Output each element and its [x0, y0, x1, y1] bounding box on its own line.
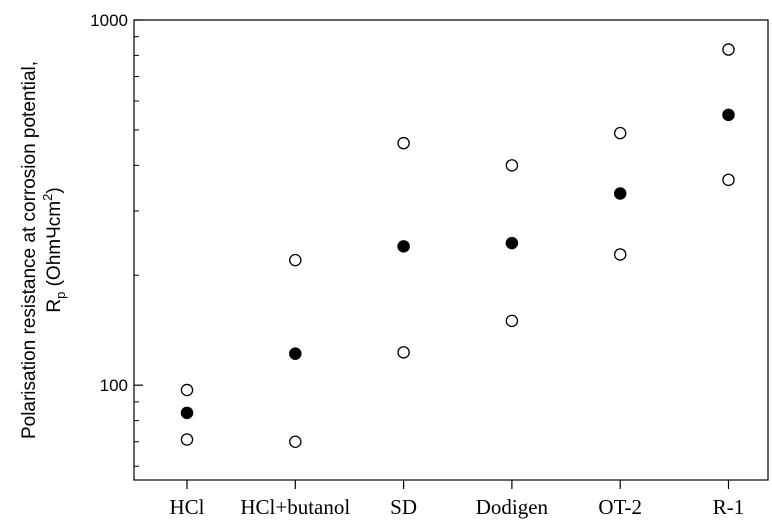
open-point: [180, 433, 194, 446]
y-axis-title-dot: Ч: [44, 226, 65, 239]
filled-point: [722, 108, 735, 122]
filled-point: [289, 347, 302, 360]
y-axis-title-line1: Polarisation resistance at corrosion pot…: [19, 61, 40, 439]
y-tick-label: 100: [100, 376, 128, 395]
x-tick-label: OT-2: [598, 495, 642, 519]
x-tick-label: HCl+butanol: [240, 495, 350, 519]
y-tick-label: 1000: [90, 11, 128, 30]
y-axis-title-unit-close: ): [44, 187, 65, 193]
y-axis-title-subscript: p: [53, 292, 68, 299]
x-tick-label: HCl: [169, 495, 204, 519]
x-tick-label: SD: [390, 495, 417, 519]
y-axis-title-unit-open: (Ohm: [44, 239, 65, 292]
open-point: [613, 126, 627, 140]
plot-border: [133, 19, 769, 481]
y-axis-title-line2: Rp (OhmЧcm2): [40, 187, 68, 312]
open-point: [722, 43, 735, 56]
filled-point: [505, 236, 519, 250]
open-point: [180, 383, 194, 397]
open-point: [722, 173, 735, 187]
open-point: [505, 159, 519, 172]
x-tick-label: Dodigen: [476, 495, 549, 519]
open-point: [289, 435, 302, 449]
filled-point: [613, 187, 627, 200]
open-point: [289, 253, 302, 267]
y-ticks: 100 1000: [90, 11, 143, 467]
open-point: [613, 248, 627, 261]
open-point: [397, 136, 410, 150]
data-points: [180, 43, 735, 449]
filled-point: [180, 406, 194, 420]
x-tick-label: R-1: [713, 495, 745, 519]
open-point: [397, 346, 410, 359]
y-axis-title-unit-cm: cm: [44, 201, 65, 226]
plot-frame: [133, 19, 769, 481]
filled-point: [397, 240, 410, 253]
x-ticks: HCl HCl+butanol SD Dodigen OT-2 R-1: [169, 480, 744, 519]
y-axis-title-r: R: [44, 299, 65, 313]
y-axis-title-superscript: 2: [40, 194, 55, 201]
open-point: [505, 314, 519, 328]
